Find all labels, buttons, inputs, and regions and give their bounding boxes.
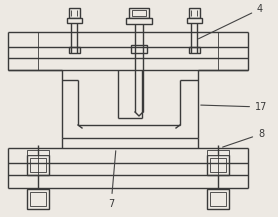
Bar [210,192,226,206]
Bar [187,18,202,23]
Bar [129,8,149,18]
Bar [132,10,146,16]
Text: 4: 4 [198,4,263,39]
Bar [67,18,82,23]
Bar [189,8,200,18]
Bar [27,189,49,209]
Bar [207,155,229,175]
Text: 17: 17 [201,102,267,112]
Bar [210,158,226,172]
Bar [69,47,80,53]
Text: 7: 7 [108,151,116,209]
Bar [126,18,152,24]
Bar [69,8,80,18]
Bar [27,150,49,155]
Text: 8: 8 [223,129,264,147]
Bar [189,47,200,53]
Bar [131,45,147,53]
Bar [30,158,46,172]
Bar [27,155,49,175]
Bar [207,150,229,155]
Bar [207,189,229,209]
Bar [30,192,46,206]
